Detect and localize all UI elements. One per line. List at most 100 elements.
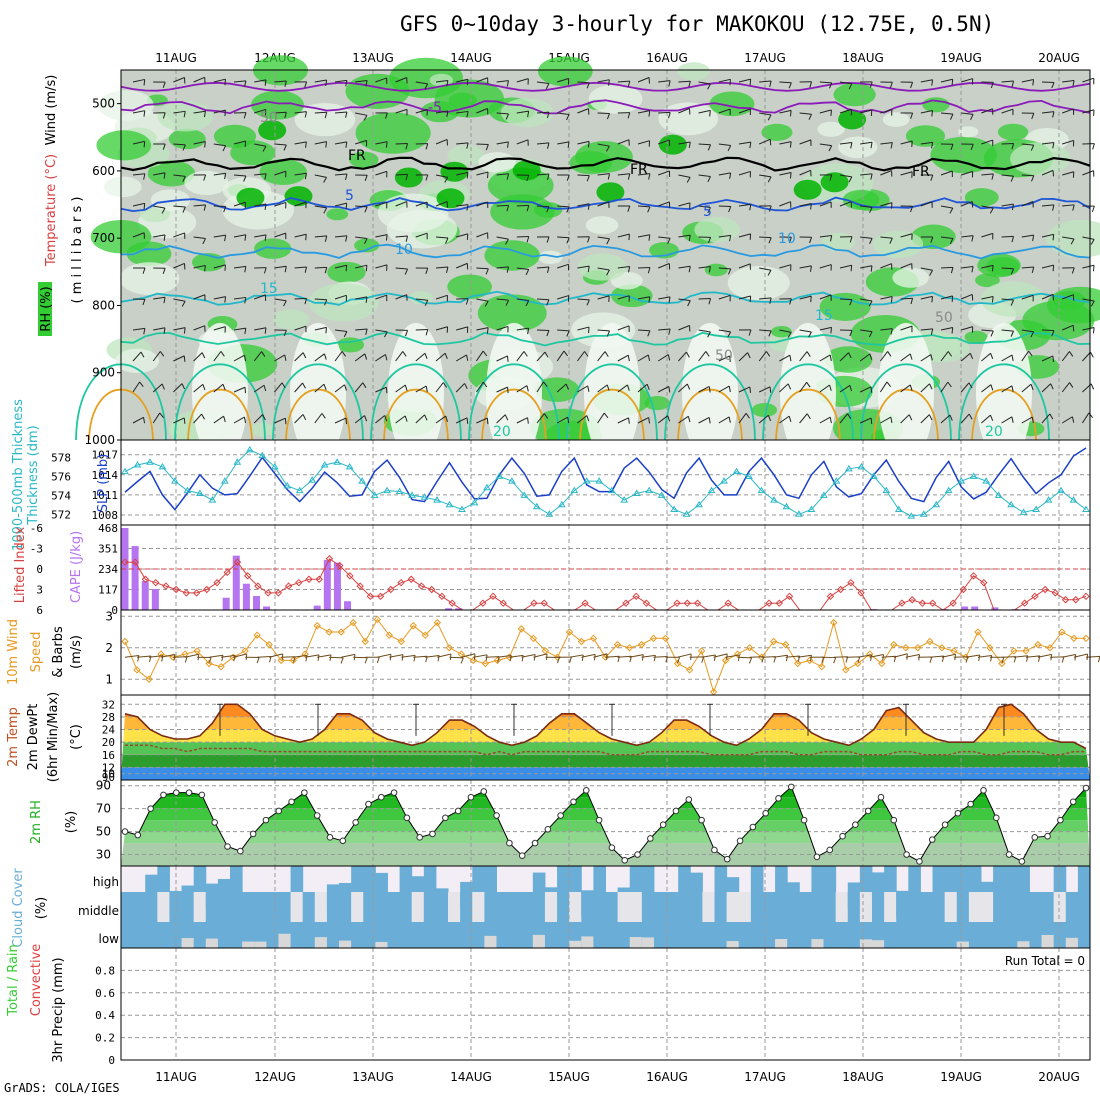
wind-barb: [132, 140, 146, 148]
wind-barb: [961, 143, 974, 151]
wind-barb: [981, 264, 994, 272]
wind-barb: [1062, 139, 1075, 147]
thickness-point: [682, 510, 691, 517]
wind-barb: [1001, 174, 1015, 182]
wind-barb: [779, 141, 792, 148]
wind-barb: [860, 173, 873, 180]
wind10-point: [637, 640, 646, 649]
wind-barb: [689, 656, 705, 663]
lifted-index-point: [1082, 592, 1090, 601]
thickness-point: [433, 496, 441, 503]
wind-barb: [577, 298, 590, 306]
cloud-low-cell: [133, 922, 146, 948]
wind-barb: [577, 326, 590, 334]
cloud-middle-cell: [823, 892, 837, 922]
temp2m-axis-label: 2m Temp: [6, 707, 21, 767]
wind-barb: [1062, 294, 1075, 301]
wind-barb: [253, 351, 266, 362]
rh2m-point: [813, 853, 821, 861]
axis-label: Lifted Index: [13, 526, 28, 603]
rh-region: [873, 230, 924, 259]
lifted-index-point: [162, 582, 170, 590]
wind-barb: [152, 383, 165, 393]
wind-barb: [718, 385, 731, 393]
lifted-index-point: [826, 592, 835, 601]
wind-barb: [900, 325, 913, 333]
wind-barb: [900, 140, 913, 148]
lifted-index-point: [315, 575, 323, 583]
wind-barb: [294, 141, 307, 148]
pressure-tick-label: 1000: [84, 433, 115, 447]
thickness-point: [470, 498, 479, 506]
cloud-low-cell: [460, 922, 473, 948]
wind-barb: [456, 326, 469, 333]
wind-barb: [173, 110, 186, 118]
lifted-index-point: [213, 578, 221, 587]
wind-barb: [536, 142, 550, 149]
cloud-middle-cell: [1041, 892, 1055, 922]
wind-barb: [1062, 79, 1075, 87]
wind-barb: [254, 108, 267, 116]
cloud-middle-cell: [399, 892, 413, 922]
wind-barb: [1001, 108, 1014, 116]
cloud-middle-cell: [605, 892, 619, 922]
thickness-point: [320, 461, 329, 468]
wind-barb: [657, 386, 671, 393]
wind-barb: [799, 236, 813, 244]
cloud-low-cell: [387, 922, 401, 948]
wind-barb: [395, 108, 408, 116]
wind-barb: [132, 298, 146, 306]
wind-barb: [476, 171, 489, 179]
wind-barb: [1041, 111, 1055, 118]
wind-barb: [637, 173, 651, 180]
wind-barb: [254, 234, 267, 241]
wind-barb: [496, 112, 510, 120]
thickness-point: [146, 458, 154, 465]
wind-barb: [395, 173, 409, 181]
wind10-point: [121, 637, 129, 646]
thickness-point: [969, 472, 978, 479]
cloud-middle-cell: [266, 892, 279, 922]
contour-label: 15: [815, 308, 833, 324]
cloud-middle-cell: [593, 892, 606, 922]
wind10-point: [421, 631, 430, 639]
wind-barb: [395, 329, 409, 337]
axis-label: 2m RH: [29, 800, 44, 844]
wind-barb: [799, 265, 812, 272]
wind-barb: [665, 656, 681, 664]
wind-barb: [617, 173, 631, 180]
wind-barb: [1061, 654, 1077, 661]
cloud-low-cell: [799, 922, 812, 948]
wind-barb: [496, 173, 510, 180]
lifted-index-point: [836, 585, 845, 594]
rh-dry-plume: [584, 322, 640, 463]
contour-label: 20: [493, 424, 511, 440]
axis-label: Temperature (°C): [44, 154, 59, 267]
wind-barb: [395, 235, 409, 242]
rh2m-point: [454, 807, 462, 815]
thickness-point: [1082, 505, 1090, 513]
contour-label: FR: [630, 162, 648, 178]
lifted-index-point: [356, 582, 364, 590]
wind-barb: [455, 354, 469, 362]
wind10-point: [902, 644, 910, 652]
wind-barb: [314, 141, 328, 148]
wind-barb: [738, 386, 752, 393]
cloud-middle-cell: [351, 892, 364, 922]
cloud-low-cell: [702, 922, 716, 948]
rh2m-point: [403, 814, 411, 822]
wind-barb: [456, 298, 469, 305]
wind-barb: [294, 201, 307, 209]
cloud-high-cell: [629, 866, 643, 892]
cloud-middle-cell: [242, 892, 255, 922]
lifted-index-point: [724, 599, 732, 607]
axis-label: ( m i l l i b a r s ): [70, 197, 85, 304]
thickness-point: [183, 486, 192, 494]
wind-barb: [698, 109, 711, 117]
cloud-low-cell: [1029, 922, 1043, 948]
thickness-point: [994, 491, 1003, 498]
wind-barb: [1021, 416, 1034, 424]
cloud-high-cell: [557, 866, 570, 892]
wind-barb: [839, 81, 853, 90]
wind-barb: [1021, 234, 1035, 242]
